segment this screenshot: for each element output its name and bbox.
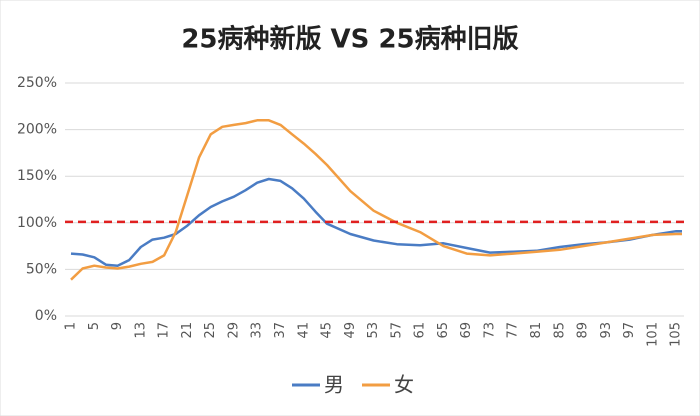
chart-title: 25病种新版 VS 25病种旧版 bbox=[181, 24, 518, 55]
x-tick-label: 17 bbox=[157, 322, 172, 339]
x-tick-label: 45 bbox=[320, 322, 335, 339]
x-tick-label: 85 bbox=[552, 322, 567, 339]
x-tick-label: 57 bbox=[389, 322, 404, 339]
x-tick-label: 105 bbox=[669, 322, 684, 347]
legend-label: 男 bbox=[324, 373, 344, 397]
x-tick-label: 9 bbox=[110, 322, 125, 330]
series-line bbox=[70, 177, 682, 267]
x-tick-label: 21 bbox=[180, 322, 195, 339]
y-tick-label: 0% bbox=[35, 308, 57, 324]
x-tick-label: 1 bbox=[64, 322, 79, 330]
x-tick-label: 89 bbox=[576, 322, 591, 339]
x-tick-label: 25 bbox=[203, 322, 218, 339]
y-tick-label: 100% bbox=[17, 215, 57, 231]
x-tick-label: 61 bbox=[413, 322, 428, 339]
x-tick-label: 81 bbox=[529, 322, 544, 339]
x-tick-label: 77 bbox=[506, 322, 521, 339]
x-tick-label: 97 bbox=[622, 322, 637, 339]
y-tick-label: 200% bbox=[17, 122, 57, 138]
y-tick-label: 150% bbox=[17, 168, 57, 184]
x-tick-label: 49 bbox=[343, 322, 358, 339]
x-tick-label: 13 bbox=[133, 322, 148, 339]
x-tick-label: 37 bbox=[273, 322, 288, 339]
legend-label: 女 bbox=[394, 373, 414, 397]
x-tick-label: 101 bbox=[645, 322, 660, 347]
x-tick-label: 41 bbox=[296, 322, 311, 339]
x-tick-label: 33 bbox=[250, 322, 265, 339]
x-tick-label: 69 bbox=[459, 322, 474, 339]
series-line bbox=[70, 119, 682, 281]
x-tick-label: 93 bbox=[599, 322, 614, 339]
x-tick-label: 65 bbox=[436, 322, 451, 339]
y-tick-label: 250% bbox=[17, 75, 57, 91]
x-tick-label: 29 bbox=[226, 322, 241, 339]
x-tick-label: 73 bbox=[482, 322, 497, 339]
x-tick-label: 5 bbox=[87, 322, 102, 330]
y-tick-label: 50% bbox=[26, 261, 57, 277]
x-tick-label: 53 bbox=[366, 322, 381, 339]
